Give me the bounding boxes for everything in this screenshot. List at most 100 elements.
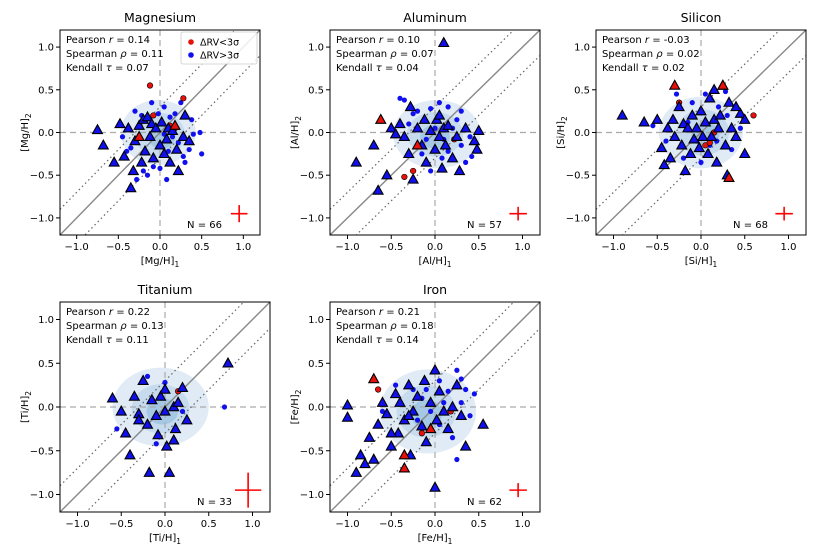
triangle-marker: [459, 121, 472, 133]
dot-marker-red: [401, 173, 408, 181]
triangle-marker: [115, 405, 128, 416]
triangle-marker: [446, 151, 459, 163]
dot-marker-blue: [165, 148, 171, 154]
triangle-marker: [402, 378, 415, 390]
dot-marker-blue: [722, 88, 729, 95]
triangle-marker: [446, 400, 459, 412]
stat-pearson: Pearson r = 0.22: [66, 307, 150, 318]
triangle-marker: [91, 123, 104, 135]
triangle-marker: [172, 164, 185, 176]
dot-marker-blue: [182, 159, 188, 165]
panel-aluminum: −1.0 −1.0 −0.5 −0.5 0.0 0.0 0.5 0.5 1.0 1.0 Alumin…: [290, 10, 541, 269]
x-tick-label: 0.0: [427, 519, 443, 530]
triangle-marker: [714, 109, 727, 120]
offset-line: [84, 55, 260, 235]
triangle-marker: [177, 130, 190, 141]
triangle-marker: [450, 378, 463, 390]
dot-marker-blue: [180, 153, 186, 160]
y-tick-label: 1.0: [38, 315, 54, 326]
dot-marker-blue: [414, 417, 421, 423]
triangle-marker: [699, 115, 712, 127]
dot-marker-red: [375, 386, 382, 393]
x-tick-label: 0.5: [471, 519, 487, 530]
triangle-marker: [163, 466, 176, 477]
y-tick-label: −0.5: [30, 446, 54, 457]
triangle-marker: [719, 138, 732, 150]
triangle-marker: [411, 121, 424, 133]
y-axis-label: [Al/H]2: [290, 116, 303, 149]
triangle-marker: [673, 100, 686, 112]
triangle-marker: [150, 409, 163, 420]
y-axis-label: [Mg/H]2: [20, 113, 33, 152]
dot-marker-blue: [157, 165, 163, 171]
dot-marker-blue: [164, 176, 170, 183]
y-tick-label: 0.5: [38, 85, 54, 96]
y-tick-label: 0.0: [38, 128, 54, 139]
triangle-marker: [404, 100, 417, 112]
triangle-marker: [430, 413, 443, 425]
dot-marker-blue: [715, 104, 722, 110]
dot-marker-blue: [454, 367, 460, 373]
triangle-marker: [372, 418, 385, 429]
legend: ΔRV<3σ ΔRV>3σ: [180, 31, 258, 65]
triangle-marker: [716, 79, 729, 90]
triangle-marker: [114, 117, 126, 129]
dot-marker-blue: [410, 111, 416, 117]
triangle-marker: [170, 143, 183, 154]
triangle-marker: [667, 113, 679, 124]
n-label: N = 68: [733, 220, 768, 231]
x-axis-label: [Fe/H]1: [418, 533, 453, 546]
plot-area: [596, 30, 806, 235]
triangle-marker: [472, 124, 485, 135]
x-tick-label: −1.0: [335, 242, 359, 253]
dot-marker-blue: [441, 400, 447, 406]
x-tick-label: −1.0: [65, 519, 89, 530]
triangle-marker: [695, 104, 707, 116]
y-tick-label: 0.0: [574, 128, 590, 139]
panel-titanium: −1.0 −1.0 −0.5 −0.5 0.0 0.0 0.5 0.5 1.0 1.0 Titani…: [20, 282, 271, 546]
triangle-marker: [106, 391, 119, 403]
dot-marker-blue: [454, 456, 460, 463]
triangle-marker: [688, 133, 700, 144]
dot-marker-blue: [423, 386, 429, 393]
dot-marker-blue: [454, 117, 460, 123]
triangle-marker: [122, 121, 135, 133]
dot-marker-blue: [463, 386, 469, 393]
triangle-marker: [738, 113, 751, 124]
triangle-marker: [402, 147, 415, 159]
triangle-marker: [133, 130, 146, 141]
triangle-marker: [658, 158, 671, 170]
triangle-marker: [97, 138, 110, 150]
identity-line: [330, 302, 540, 512]
triangle-marker: [160, 440, 173, 451]
x-axis-label: [Mg/H]1: [141, 256, 180, 269]
triangle-marker: [141, 418, 154, 429]
triangle-marker: [139, 144, 151, 156]
dot-marker-blue: [128, 145, 134, 151]
triangle-marker: [159, 405, 171, 416]
triangle-marker: [708, 83, 721, 94]
triangle-marker: [433, 384, 446, 396]
triangle-marker: [415, 419, 428, 431]
triangle-marker: [668, 130, 681, 141]
dot-marker-blue: [379, 408, 386, 414]
triangle-marker: [429, 481, 441, 492]
x-tick-label: −1.0: [65, 242, 89, 253]
legend-label: ΔRV<3σ: [200, 38, 239, 49]
triangle-marker: [394, 396, 406, 407]
triangle-marker: [730, 100, 742, 112]
triangle-marker: [407, 173, 420, 184]
x-tick-label: −0.5: [645, 242, 669, 253]
y-tick-label: 0.5: [38, 359, 54, 370]
triangle-marker: [176, 381, 189, 392]
x-axis-label: [Si/H]1: [685, 256, 718, 269]
y-tick-label: 0.5: [308, 359, 324, 370]
panel-title: Aluminum: [403, 10, 467, 25]
y-tick-label: −0.5: [566, 171, 590, 182]
dot-marker-blue: [397, 95, 403, 101]
triangle-marker: [424, 422, 437, 434]
panel-title: Silicon: [681, 10, 722, 25]
triangle-marker: [418, 113, 431, 124]
triangle-marker: [710, 156, 723, 167]
